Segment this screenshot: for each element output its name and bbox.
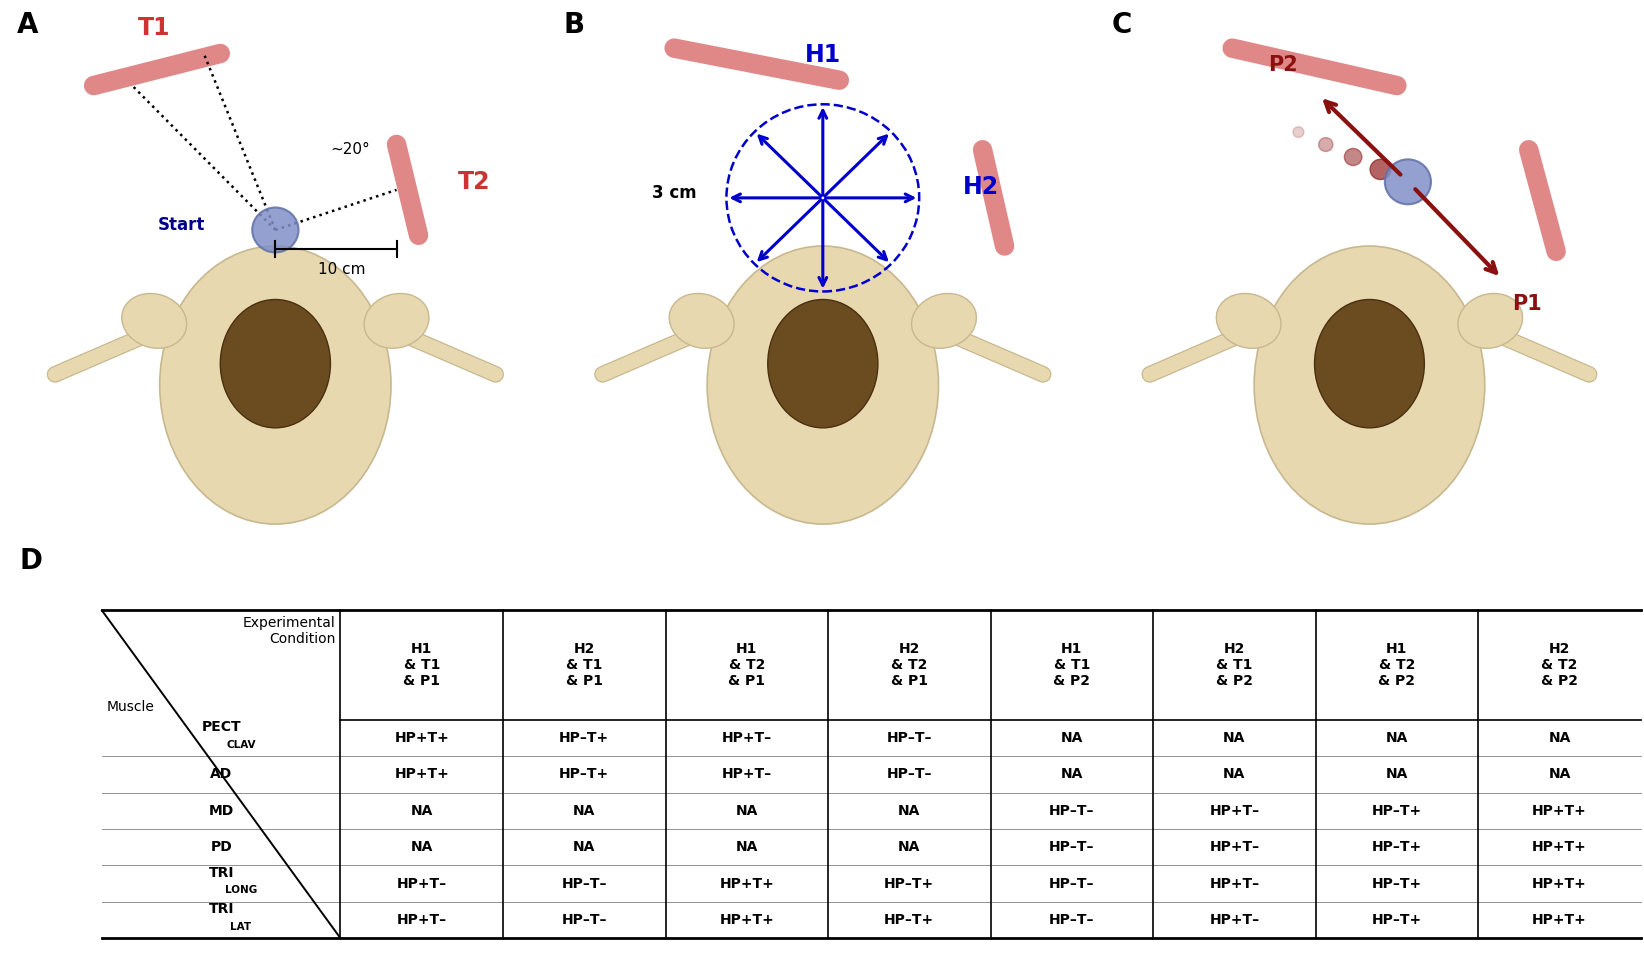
Text: HP+T–: HP+T– xyxy=(722,731,771,745)
Text: HP–T–: HP–T– xyxy=(886,767,932,781)
Text: NA: NA xyxy=(898,840,921,854)
Text: HP–T+: HP–T+ xyxy=(884,913,934,927)
Ellipse shape xyxy=(122,293,187,349)
Text: HP+T+: HP+T+ xyxy=(720,913,774,927)
Text: LONG: LONG xyxy=(225,885,256,896)
Text: H2: H2 xyxy=(963,175,1000,200)
Circle shape xyxy=(252,207,299,252)
Text: C: C xyxy=(1111,11,1131,39)
Circle shape xyxy=(1292,127,1304,138)
Text: H2
& T2
& P2: H2 & T2 & P2 xyxy=(1540,642,1578,689)
Text: HP–T–: HP–T– xyxy=(886,731,932,745)
Text: HP+T+: HP+T+ xyxy=(1532,804,1586,817)
Text: NA: NA xyxy=(1060,767,1083,781)
Text: NA: NA xyxy=(898,804,921,817)
Ellipse shape xyxy=(363,293,429,349)
Text: H1
& T1
& P1: H1 & T1 & P1 xyxy=(403,642,441,689)
Text: NA: NA xyxy=(1386,731,1409,745)
Text: HP–T–: HP–T– xyxy=(562,877,607,891)
Text: B: B xyxy=(564,11,585,39)
Text: H2
& T1
& P2: H2 & T1 & P2 xyxy=(1217,642,1253,689)
Text: HP+T–: HP+T– xyxy=(722,767,771,781)
Text: Start: Start xyxy=(158,216,206,234)
Text: A: A xyxy=(16,11,38,39)
Text: NA: NA xyxy=(411,840,432,854)
Text: CLAV: CLAV xyxy=(227,740,256,750)
Text: H2
& T1
& P1: H2 & T1 & P1 xyxy=(566,642,603,689)
Text: TRI: TRI xyxy=(209,866,233,880)
Text: HP–T+: HP–T+ xyxy=(1371,877,1422,891)
Text: HP+T+: HP+T+ xyxy=(1532,840,1586,854)
Ellipse shape xyxy=(1254,246,1485,524)
Text: HP+T–: HP+T– xyxy=(396,913,447,927)
Text: HP–T+: HP–T+ xyxy=(1371,840,1422,854)
Ellipse shape xyxy=(220,300,330,428)
Text: NA: NA xyxy=(574,840,595,854)
Text: H2
& T2
& P1: H2 & T2 & P1 xyxy=(891,642,927,689)
Text: HP+T–: HP+T– xyxy=(396,877,447,891)
Text: NA: NA xyxy=(574,804,595,817)
Text: HP+T–: HP+T– xyxy=(1210,877,1259,891)
Circle shape xyxy=(1345,148,1361,165)
Ellipse shape xyxy=(1458,293,1522,349)
Text: HP–T–: HP–T– xyxy=(1049,877,1095,891)
Text: P2: P2 xyxy=(1268,54,1299,74)
Text: H1: H1 xyxy=(806,43,840,67)
Text: HP+T+: HP+T+ xyxy=(1532,877,1586,891)
Text: ~20°: ~20° xyxy=(330,142,370,158)
Text: HP–T–: HP–T– xyxy=(1049,913,1095,927)
Text: HP–T–: HP–T– xyxy=(1049,840,1095,854)
Text: NA: NA xyxy=(1386,767,1409,781)
Text: HP+T+: HP+T+ xyxy=(720,877,774,891)
Circle shape xyxy=(1369,159,1391,180)
Text: NA: NA xyxy=(1223,767,1246,781)
Text: LAT: LAT xyxy=(230,922,252,932)
Text: AD: AD xyxy=(210,767,232,781)
Text: H1
& T1
& P2: H1 & T1 & P2 xyxy=(1054,642,1090,689)
Text: NA: NA xyxy=(1549,731,1570,745)
Ellipse shape xyxy=(707,246,939,524)
Text: 3 cm: 3 cm xyxy=(651,183,697,202)
Text: HP–T+: HP–T+ xyxy=(1371,913,1422,927)
Text: PECT: PECT xyxy=(201,720,242,734)
Text: NA: NA xyxy=(735,804,758,817)
Text: T2: T2 xyxy=(457,170,490,194)
Text: PD: PD xyxy=(210,840,232,854)
Text: HP–T–: HP–T– xyxy=(562,913,607,927)
Text: HP–T+: HP–T+ xyxy=(884,877,934,891)
Text: HP+T+: HP+T+ xyxy=(395,731,449,745)
Ellipse shape xyxy=(669,293,735,349)
Text: D: D xyxy=(20,547,43,576)
Text: HP–T+: HP–T+ xyxy=(1371,804,1422,817)
Text: Muscle: Muscle xyxy=(107,700,155,714)
Text: HP+T–: HP+T– xyxy=(1210,913,1259,927)
Ellipse shape xyxy=(159,246,391,524)
Text: HP+T+: HP+T+ xyxy=(1532,913,1586,927)
Ellipse shape xyxy=(1315,300,1424,428)
Ellipse shape xyxy=(1217,293,1281,349)
Text: NA: NA xyxy=(1060,731,1083,745)
Text: HP+T+: HP+T+ xyxy=(395,767,449,781)
Text: Experimental
Condition: Experimental Condition xyxy=(243,616,335,647)
Text: H1
& T2
& P1: H1 & T2 & P1 xyxy=(728,642,764,689)
Text: HP–T–: HP–T– xyxy=(1049,804,1095,817)
Text: NA: NA xyxy=(1223,731,1246,745)
Ellipse shape xyxy=(911,293,977,349)
Text: HP–T+: HP–T+ xyxy=(559,731,610,745)
Text: TRI: TRI xyxy=(209,902,233,917)
Ellipse shape xyxy=(768,300,878,428)
Text: NA: NA xyxy=(411,804,432,817)
Text: HP+T–: HP+T– xyxy=(1210,840,1259,854)
Text: NA: NA xyxy=(1549,767,1570,781)
Circle shape xyxy=(1318,138,1333,152)
Text: H1
& T2
& P2: H1 & T2 & P2 xyxy=(1378,642,1415,689)
Text: HP–T+: HP–T+ xyxy=(559,767,610,781)
Text: MD: MD xyxy=(209,804,233,817)
Text: NA: NA xyxy=(735,840,758,854)
Text: P1: P1 xyxy=(1512,294,1542,314)
Text: T1: T1 xyxy=(138,16,171,40)
Text: HP+T–: HP+T– xyxy=(1210,804,1259,817)
Text: 10 cm: 10 cm xyxy=(317,262,365,277)
Circle shape xyxy=(1384,159,1430,204)
